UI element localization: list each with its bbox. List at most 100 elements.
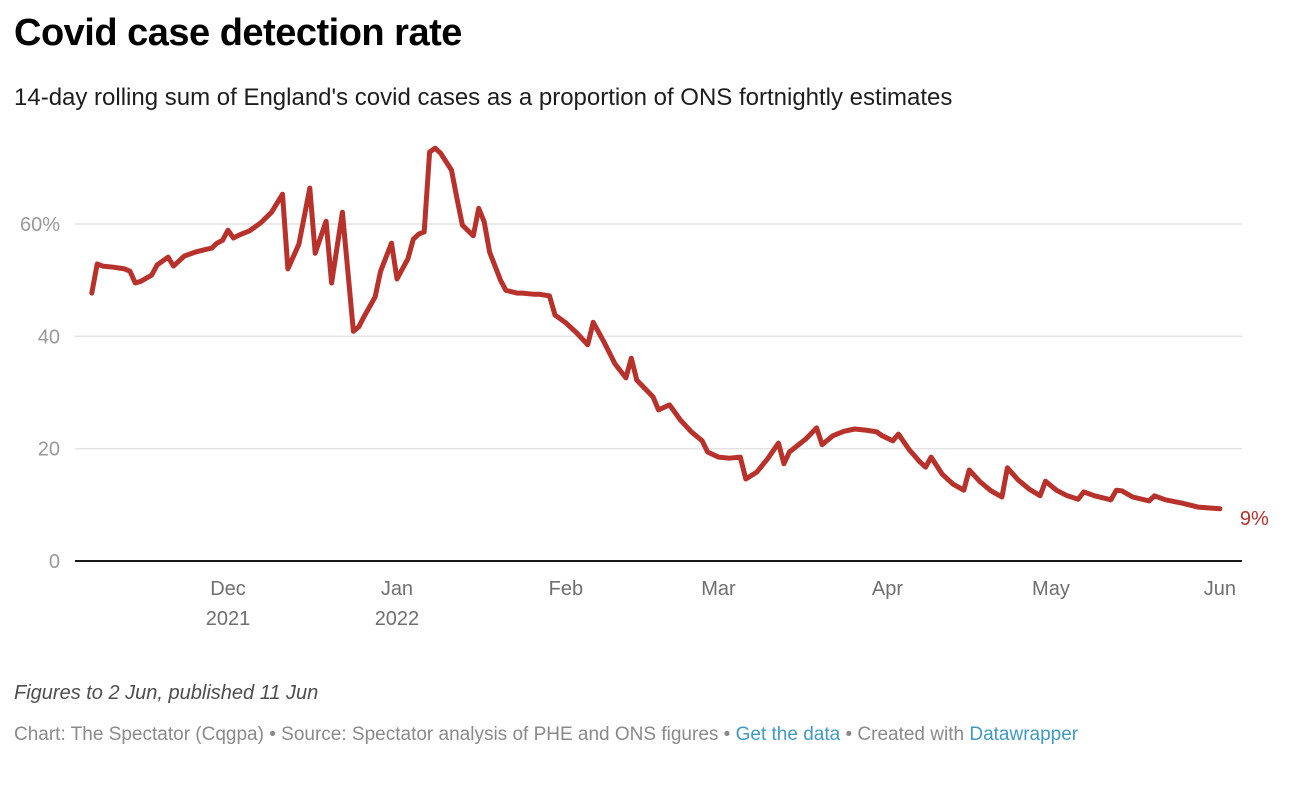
data-point [781, 461, 786, 466]
gridlines [75, 223, 1242, 562]
data-point [166, 255, 171, 260]
data-point [814, 425, 819, 430]
data-point [378, 269, 383, 274]
data-point [940, 471, 945, 476]
data-point [613, 361, 618, 366]
data-point [520, 291, 525, 296]
data-point [1147, 498, 1152, 503]
chart-notes: Figures to 2 Jun, published 11 Jun [14, 682, 319, 704]
x-tick-label: Jun [1204, 578, 1236, 600]
data-point [427, 150, 432, 155]
data-point [907, 447, 912, 452]
data-point [280, 192, 285, 197]
x-axis: Dec 2021 Jan 2022 Feb Mar Apr May Jun [206, 578, 1236, 630]
data-point [389, 241, 394, 246]
data-point [820, 442, 825, 447]
data-point [215, 241, 220, 246]
x-tick-label: Apr [872, 578, 903, 600]
data-point [95, 261, 100, 266]
data-point [896, 432, 901, 437]
data-point [803, 437, 808, 442]
separator: • [718, 724, 736, 745]
data-point [563, 320, 568, 325]
data-point [841, 429, 846, 434]
data-point [247, 228, 252, 233]
data-point [1130, 495, 1135, 500]
data-point [285, 266, 290, 271]
data-point [1196, 505, 1201, 510]
y-tick-label: 40 [38, 326, 60, 348]
data-point [1065, 493, 1070, 498]
y-tick-label: 20 [38, 439, 60, 461]
data-point [460, 223, 465, 228]
data-point [155, 263, 160, 268]
x-tick-label: Jan [381, 578, 413, 600]
data-point [776, 441, 781, 446]
data-point [574, 331, 579, 336]
separator: • [840, 724, 858, 745]
data-point [738, 455, 743, 460]
data-point [1108, 497, 1113, 502]
data-point [950, 482, 955, 487]
data-point [351, 329, 356, 334]
series-layer [89, 145, 1223, 512]
data-point [863, 428, 868, 433]
y-tick-label: 0 [49, 551, 60, 573]
data-point [967, 468, 972, 473]
data-point [220, 238, 225, 243]
get-the-data-link[interactable]: Get the data [735, 724, 841, 745]
data-point [831, 433, 836, 438]
data-point [1027, 487, 1032, 492]
series-line [89, 145, 1223, 512]
data-point [591, 320, 596, 325]
data-point [395, 277, 400, 282]
data-point [482, 219, 487, 224]
data-point [547, 293, 552, 298]
data-point [1152, 493, 1157, 498]
data-point [978, 479, 983, 484]
data-point [122, 266, 127, 271]
data-point [133, 281, 138, 286]
datawrapper-link[interactable]: Datawrapper [969, 724, 1079, 745]
data-point [422, 229, 427, 234]
chart-byline: Chart: The Spectator (Cqgpa) • Source: S… [14, 724, 1078, 746]
x-tick-label: Mar [701, 578, 736, 600]
data-point [689, 429, 694, 434]
data-point [602, 340, 607, 345]
data-point [1163, 497, 1168, 502]
data-point [204, 247, 209, 252]
data-point [629, 356, 634, 361]
x-tick-label: May [1032, 578, 1070, 600]
data-point [487, 250, 492, 255]
data-point [498, 278, 503, 283]
x-tick-sublabel: 2021 [206, 608, 251, 630]
data-point [874, 429, 879, 434]
data-point [1038, 493, 1043, 498]
data-point [880, 433, 885, 438]
chart-credit: Chart: The Spectator (Cqgpa) [14, 724, 264, 745]
created-with-text: Created with [857, 724, 970, 745]
y-tick-label: 60% [20, 214, 60, 236]
data-point [754, 470, 759, 475]
data-point [324, 219, 329, 224]
data-point [329, 281, 334, 286]
data-point [656, 407, 661, 412]
x-tick-label: Feb [549, 578, 583, 600]
data-point [111, 265, 116, 270]
data-point [514, 291, 519, 296]
separator: • [263, 724, 282, 745]
data-point [433, 146, 438, 151]
data-point [1043, 479, 1048, 484]
data-point [929, 455, 934, 460]
data-point [678, 418, 683, 423]
data-point [362, 314, 367, 319]
data-point [999, 495, 1004, 500]
chart-title: Covid case detection rate [14, 12, 462, 54]
data-point [1217, 506, 1222, 511]
data-point [411, 237, 416, 242]
data-point [454, 196, 459, 201]
data-point [100, 264, 105, 269]
x-tick-label: Dec [210, 578, 246, 600]
data-point [923, 465, 928, 470]
data-point [405, 256, 410, 261]
